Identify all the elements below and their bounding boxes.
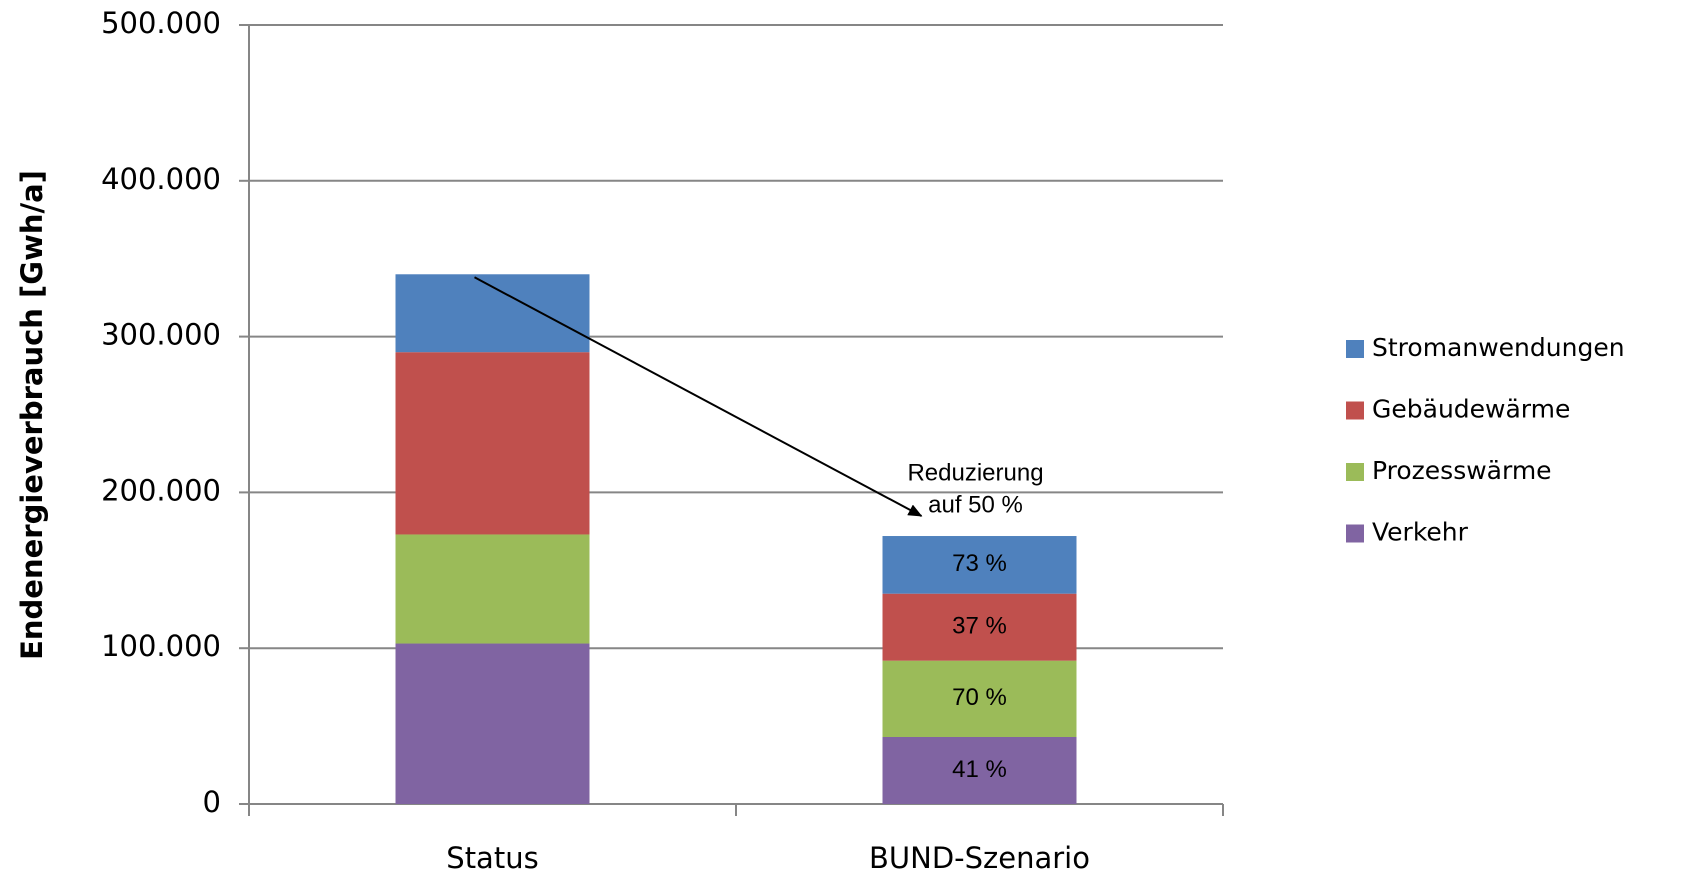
legend-label: Stromanwendungen bbox=[1372, 333, 1625, 362]
legend-label: Verkehr bbox=[1372, 518, 1469, 547]
y-tick-label: 0 bbox=[203, 785, 221, 819]
segment-label: 70 % bbox=[952, 684, 1007, 711]
bar-segment bbox=[395, 534, 590, 644]
legend-label: Gebäudewärme bbox=[1372, 395, 1570, 424]
x-tick-label: BUND-Szenario bbox=[869, 841, 1090, 874]
bar-segment bbox=[882, 593, 1077, 661]
y-tick-label: 500.000 bbox=[101, 6, 221, 40]
bar-segment bbox=[882, 737, 1077, 804]
annotation: Reduzierung bbox=[907, 459, 1043, 486]
bar-segment bbox=[882, 660, 1077, 738]
segment-label: 73 % bbox=[952, 550, 1007, 577]
legend-swatch bbox=[1346, 401, 1364, 420]
legend-swatch bbox=[1346, 524, 1364, 543]
legend-label: Prozesswärme bbox=[1372, 456, 1552, 485]
y-tick-label: 300.000 bbox=[101, 318, 221, 352]
legend-swatch bbox=[1346, 463, 1364, 481]
annotation: auf 50 % bbox=[928, 491, 1023, 518]
y-axis-title: Endenergieverbrauch [Gwh/a] bbox=[15, 170, 49, 660]
bar-segment bbox=[882, 536, 1077, 594]
bar-segment bbox=[395, 643, 590, 804]
arrow bbox=[474, 276, 923, 517]
y-tick-label: 400.000 bbox=[101, 162, 221, 196]
y-tick-label: 200.000 bbox=[101, 473, 221, 507]
segment-label: 37 % bbox=[952, 613, 1007, 640]
segment-label: 41 % bbox=[952, 756, 1007, 783]
bar-segment bbox=[395, 352, 590, 535]
x-tick-label: Status bbox=[446, 841, 538, 874]
y-tick-label: 100.000 bbox=[101, 629, 221, 663]
legend-swatch bbox=[1346, 340, 1364, 358]
